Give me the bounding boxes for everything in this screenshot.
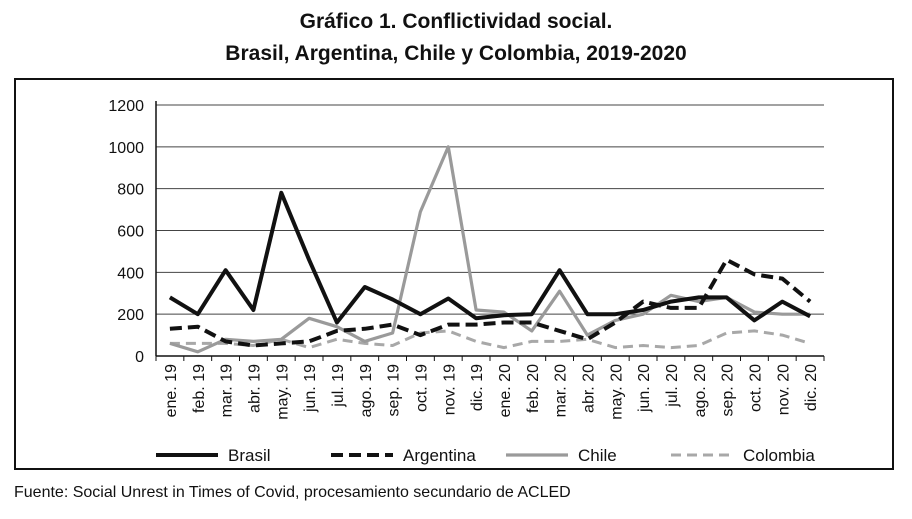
x-tick-label: sep. 19 [386,364,403,417]
x-tick-label: abr. 19 [246,364,263,413]
x-tick-label: may. 19 [274,364,291,420]
legend-label-colombia: Colombia [743,446,815,465]
x-tick-label: jul. 20 [664,364,681,408]
x-tick-label: abr. 20 [580,364,597,413]
x-tick-label: feb. 19 [191,364,208,413]
x-tick-label: dic. 19 [469,364,486,411]
x-tick-label: dic. 20 [803,364,820,411]
chart-title: Gráfico 1. Conflictividad social. [299,10,613,33]
x-tick-label: jun. 19 [302,364,319,413]
y-tick-label: 400 [117,265,144,282]
y-tick-label: 800 [117,182,144,199]
legend-label-argentina: Argentina [403,446,476,465]
y-tick-label: 0 [135,349,144,366]
x-tick-label: ene. 19 [163,364,180,417]
x-tick-label: nov. 19 [441,364,458,415]
chart-frame: 0 200 400 600 800 1000 1200 ene. 19 feb. 19 mar. … [14,78,894,470]
x-tick-label: oct. 20 [747,364,764,412]
legend-label-brasil: Brasil [228,446,271,465]
y-tick-label: 600 [117,224,144,241]
y-tick-label: 200 [117,307,144,324]
x-tick-label: mar. 20 [553,364,570,417]
x-tick-label: ene. 20 [497,364,514,417]
x-tick-label: ago. 19 [358,364,375,417]
x-tick-label: nov. 20 [775,364,792,415]
x-tick-label: feb. 20 [525,364,542,413]
legend-label-chile: Chile [578,446,617,465]
y-tick-label: 1000 [108,140,144,157]
series-line-brasil [168,190,812,325]
x-tick-label: sep. 20 [720,364,737,417]
line-chart: 0 200 400 600 800 1000 1200 ene. 19 feb. 19 mar. … [108,98,825,465]
source-note: Fuente: Social Unrest in Times of Covid,… [14,484,571,501]
y-tick-label: 1200 [108,98,144,115]
x-tick-label: may. 20 [608,364,625,420]
series-line-argentina [169,257,812,348]
chart-subtitle: Brasil, Argentina, Chile y Colombia, 201… [225,42,687,65]
x-tick-label: jul. 19 [330,364,347,408]
x-tick-label: oct. 19 [413,364,430,412]
x-tick-label: mar. 19 [219,364,236,417]
series-line-colombia [169,329,811,350]
x-tick-label: ago. 20 [692,364,709,417]
x-tick-label: jun. 20 [636,364,653,413]
